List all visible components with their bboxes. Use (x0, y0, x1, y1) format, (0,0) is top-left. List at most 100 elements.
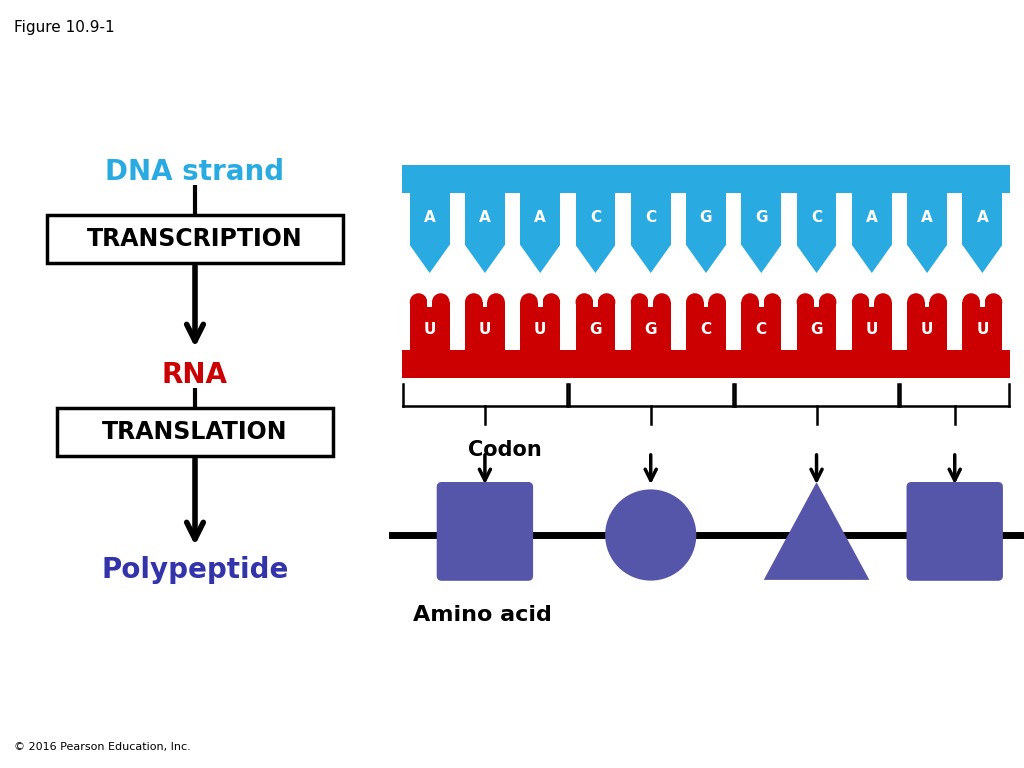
Circle shape (432, 293, 450, 311)
Text: U: U (534, 323, 547, 337)
Text: U: U (865, 323, 878, 337)
Text: G: G (699, 210, 713, 226)
Polygon shape (963, 245, 1002, 273)
Text: G: G (810, 323, 823, 337)
Bar (703, 293, 709, 307)
Text: Amino acid: Amino acid (413, 605, 552, 625)
Text: A: A (866, 210, 878, 226)
Bar (465, 302, 505, 350)
Bar (869, 293, 874, 307)
Circle shape (741, 293, 759, 311)
Polygon shape (575, 245, 615, 273)
Polygon shape (520, 245, 560, 273)
Text: RNA: RNA (162, 361, 228, 389)
Polygon shape (797, 245, 837, 273)
Text: U: U (424, 323, 436, 337)
Polygon shape (741, 245, 781, 273)
Bar (47, 215, 343, 263)
Bar (686, 193, 726, 245)
Bar (648, 293, 653, 307)
Text: A: A (535, 210, 546, 226)
Text: C: C (700, 323, 712, 337)
Bar (925, 293, 930, 307)
Polygon shape (852, 245, 892, 273)
Bar (593, 293, 598, 307)
Circle shape (410, 293, 427, 311)
Polygon shape (764, 482, 869, 580)
Circle shape (543, 293, 560, 311)
Bar (575, 302, 615, 350)
Bar (465, 193, 505, 245)
Text: DNA strand: DNA strand (105, 158, 285, 186)
Circle shape (686, 293, 703, 311)
Text: A: A (424, 210, 435, 226)
Bar (797, 193, 837, 245)
Text: TRANSCRIPTION: TRANSCRIPTION (87, 227, 303, 251)
Circle shape (797, 293, 814, 311)
Bar (402, 165, 1010, 193)
Bar (741, 302, 781, 350)
Text: C: C (590, 210, 601, 226)
Circle shape (852, 293, 869, 311)
Polygon shape (631, 245, 671, 273)
Bar (980, 293, 985, 307)
Circle shape (930, 293, 947, 311)
Polygon shape (465, 245, 505, 273)
Circle shape (520, 293, 538, 311)
Bar (907, 193, 947, 245)
Text: U: U (479, 323, 492, 337)
Circle shape (963, 293, 980, 311)
Text: A: A (977, 210, 988, 226)
Circle shape (487, 293, 505, 311)
Text: A: A (479, 210, 490, 226)
Text: Codon: Codon (468, 440, 542, 460)
Text: C: C (811, 210, 822, 226)
Bar (686, 302, 726, 350)
Text: Polypeptide: Polypeptide (101, 556, 289, 584)
Circle shape (874, 293, 892, 311)
Text: U: U (921, 323, 933, 337)
Circle shape (907, 293, 925, 311)
Bar (814, 293, 819, 307)
Text: C: C (645, 210, 656, 226)
Bar (741, 193, 781, 245)
FancyBboxPatch shape (436, 482, 534, 581)
Circle shape (709, 293, 726, 311)
Text: G: G (755, 210, 768, 226)
Bar (631, 193, 671, 245)
Circle shape (465, 293, 482, 311)
Circle shape (819, 293, 837, 311)
Text: G: G (589, 323, 602, 337)
FancyBboxPatch shape (906, 482, 1002, 581)
Circle shape (598, 293, 615, 311)
Polygon shape (686, 245, 726, 273)
Bar (963, 302, 1002, 350)
Circle shape (985, 293, 1002, 311)
Bar (907, 302, 947, 350)
Circle shape (764, 293, 781, 311)
Bar (520, 302, 560, 350)
Bar (520, 193, 560, 245)
Bar (759, 293, 764, 307)
Bar (402, 350, 1010, 378)
Polygon shape (907, 245, 947, 273)
Bar (482, 293, 487, 307)
Bar (963, 193, 1002, 245)
Bar (57, 408, 333, 456)
Circle shape (631, 293, 648, 311)
Bar (575, 193, 615, 245)
Text: C: C (756, 323, 767, 337)
Text: © 2016 Pearson Education, Inc.: © 2016 Pearson Education, Inc. (14, 742, 190, 752)
Bar (852, 193, 892, 245)
Bar (427, 293, 432, 307)
Circle shape (605, 489, 696, 581)
Bar (631, 302, 671, 350)
Circle shape (653, 293, 671, 311)
Text: U: U (976, 323, 988, 337)
Bar (410, 302, 450, 350)
Bar (797, 302, 837, 350)
Text: Figure 10.9-1: Figure 10.9-1 (14, 20, 115, 35)
Text: G: G (644, 323, 657, 337)
Bar (538, 293, 543, 307)
Text: TRANSLATION: TRANSLATION (102, 420, 288, 444)
